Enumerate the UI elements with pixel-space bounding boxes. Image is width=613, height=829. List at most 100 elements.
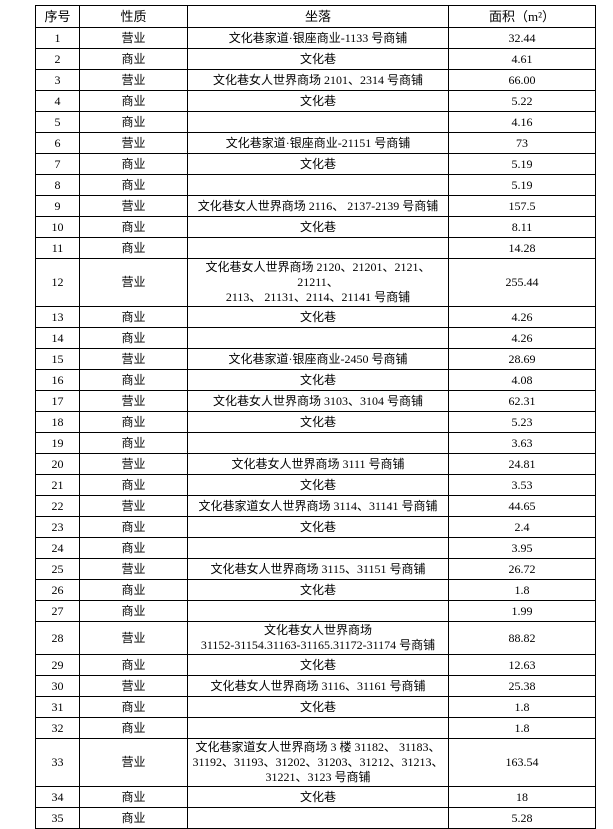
cell-area: 157.5 [448, 195, 596, 217]
table-row: 17 营业 文化巷女人世界商场 3103、3104 号商铺 62.31 [35, 390, 596, 412]
cell-index: 34 [35, 786, 80, 808]
cell-nature: 营业 [79, 132, 188, 154]
cell-area: 1.99 [448, 600, 596, 622]
cell-nature: 商业 [79, 174, 188, 196]
table-row: 14 商业 4.26 [35, 327, 596, 349]
table-row: 9 营业 文化巷女人世界商场 2116、 2137-2139 号商铺 157.5 [35, 195, 596, 217]
cell-nature: 商业 [79, 237, 188, 259]
area-table-container: 序号 性质 坐落 面积（m²） 1 营业 文化巷家道·银座商业-1133 号商铺 32… [35, 5, 596, 829]
cell-nature: 商业 [79, 579, 188, 601]
cell-area: 255.44 [448, 258, 596, 307]
table-row: 27 商业 1.99 [35, 600, 596, 622]
cell-area: 4.26 [448, 327, 596, 349]
cell-area: 73 [448, 132, 596, 154]
cell-index: 5 [35, 111, 80, 133]
cell-nature: 商业 [79, 48, 188, 70]
cell-nature: 商业 [79, 306, 188, 328]
cell-index: 30 [35, 675, 80, 697]
cell-area: 26.72 [448, 558, 596, 580]
cell-index: 18 [35, 411, 80, 433]
cell-location: 文化巷女人世界商场 3115、31151 号商铺 [187, 558, 449, 580]
cell-location: 文化巷 [187, 786, 449, 808]
col-header-area: 面积（m²） [448, 5, 596, 28]
cell-area: 14.28 [448, 237, 596, 259]
table-row: 16 商业 文化巷 4.08 [35, 369, 596, 391]
cell-location: 文化巷家道·银座商业-21151 号商铺 [187, 132, 449, 154]
cell-area: 2.4 [448, 516, 596, 538]
cell-area: 88.82 [448, 621, 596, 655]
cell-index: 29 [35, 654, 80, 676]
cell-location: 文化巷女人世界商场 3111 号商铺 [187, 453, 449, 475]
area-table: 序号 性质 坐落 面积（m²） 1 营业 文化巷家道·银座商业-1133 号商铺 32… [35, 5, 596, 829]
cell-location [187, 807, 449, 829]
table-row: 2 商业 文化巷 4.61 [35, 48, 596, 70]
cell-nature: 营业 [79, 348, 188, 370]
cell-area: 24.81 [448, 453, 596, 475]
cell-index: 17 [35, 390, 80, 412]
cell-location: 文化巷女人世界商场 2101、2314 号商铺 [187, 69, 449, 91]
cell-area: 1.8 [448, 717, 596, 739]
cell-nature: 营业 [79, 258, 188, 307]
cell-location: 文化巷 [187, 654, 449, 676]
cell-area: 5.23 [448, 411, 596, 433]
cell-location: 文化巷 [187, 48, 449, 70]
cell-area: 28.69 [448, 348, 596, 370]
cell-location: 文化巷家道·银座商业-1133 号商铺 [187, 27, 449, 49]
cell-index: 27 [35, 600, 80, 622]
cell-location: 文化巷 [187, 369, 449, 391]
table-row: 4 商业 文化巷 5.22 [35, 90, 596, 112]
cell-location: 文化巷家道女人世界商场 3114、31141 号商铺 [187, 495, 449, 517]
table-row: 21 商业 文化巷 3.53 [35, 474, 596, 496]
cell-area: 4.16 [448, 111, 596, 133]
cell-location: 文化巷家道·银座商业-2450 号商铺 [187, 348, 449, 370]
cell-area: 5.22 [448, 90, 596, 112]
table-row: 1 营业 文化巷家道·银座商业-1133 号商铺 32.44 [35, 27, 596, 49]
cell-location: 文化巷 [187, 516, 449, 538]
cell-nature: 商业 [79, 111, 188, 133]
cell-location: 文化巷 [187, 306, 449, 328]
table-row: 3 营业 文化巷女人世界商场 2101、2314 号商铺 66.00 [35, 69, 596, 91]
cell-location: 文化巷 [187, 579, 449, 601]
cell-nature: 商业 [79, 411, 188, 433]
cell-location [187, 717, 449, 739]
col-header-index: 序号 [35, 5, 80, 28]
table-row: 13 商业 文化巷 4.26 [35, 306, 596, 328]
cell-location: 文化巷女人世界商场 3116、31161 号商铺 [187, 675, 449, 697]
table-row: 11 商业 14.28 [35, 237, 596, 259]
cell-area: 66.00 [448, 69, 596, 91]
cell-index: 26 [35, 579, 80, 601]
cell-index: 1 [35, 27, 80, 49]
table-row: 30 营业 文化巷女人世界商场 3116、31161 号商铺 25.38 [35, 675, 596, 697]
cell-index: 31 [35, 696, 80, 718]
col-header-nature: 性质 [79, 5, 188, 28]
cell-index: 21 [35, 474, 80, 496]
cell-nature: 商业 [79, 696, 188, 718]
cell-index: 28 [35, 621, 80, 655]
cell-area: 4.08 [448, 369, 596, 391]
table-row: 19 商业 3.63 [35, 432, 596, 454]
cell-index: 24 [35, 537, 80, 559]
cell-location: 文化巷女人世界商场 2120、21201、2121、21211、 2113、 2… [187, 258, 449, 307]
cell-area: 44.65 [448, 495, 596, 517]
header-row: 序号 性质 坐落 面积（m²） [35, 5, 596, 28]
cell-nature: 商业 [79, 654, 188, 676]
cell-index: 8 [35, 174, 80, 196]
table-row: 20 营业 文化巷女人世界商场 3111 号商铺 24.81 [35, 453, 596, 475]
cell-index: 23 [35, 516, 80, 538]
table-row: 29 商业 文化巷 12.63 [35, 654, 596, 676]
table-row: 32 商业 1.8 [35, 717, 596, 739]
cell-index: 35 [35, 807, 80, 829]
cell-area: 1.8 [448, 579, 596, 601]
table-row: 6 营业 文化巷家道·银座商业-21151 号商铺 73 [35, 132, 596, 154]
cell-nature: 营业 [79, 69, 188, 91]
cell-location [187, 327, 449, 349]
cell-location: 文化巷 [187, 474, 449, 496]
cell-location: 文化巷 [187, 411, 449, 433]
cell-nature: 营业 [79, 558, 188, 580]
table-row: 8 商业 5.19 [35, 174, 596, 196]
cell-location: 文化巷 [187, 216, 449, 238]
cell-nature: 商业 [79, 90, 188, 112]
cell-location [187, 237, 449, 259]
cell-nature: 商业 [79, 369, 188, 391]
cell-index: 32 [35, 717, 80, 739]
